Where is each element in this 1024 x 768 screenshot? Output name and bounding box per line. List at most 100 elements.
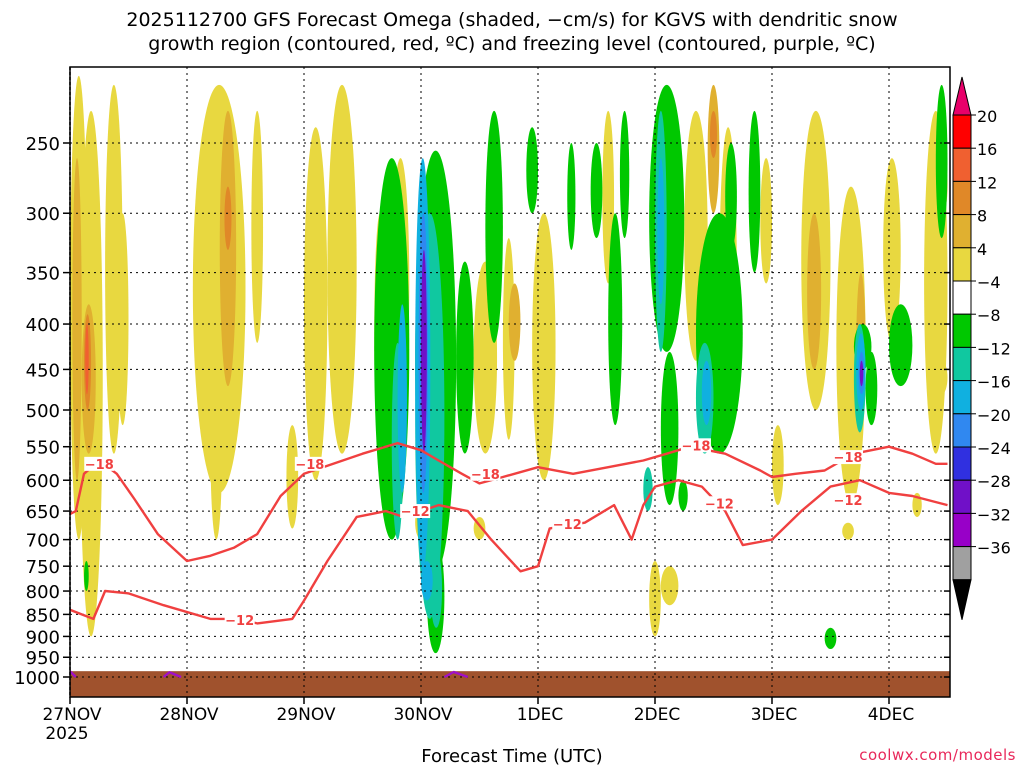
dgz-contour-line (70, 479, 948, 625)
y-tick-label: 1000 (14, 668, 60, 689)
colorbar-arrow-bottom (952, 579, 972, 620)
sinking-shade (224, 186, 232, 250)
rising-shade (590, 143, 603, 239)
sinking-shade (883, 158, 901, 343)
colorbar-tick-label: 16 (977, 140, 997, 159)
y-tick-label: 900 (26, 627, 60, 648)
sinking-shade (116, 213, 129, 426)
sinking-shade (251, 110, 264, 343)
contour-label-bg (680, 438, 711, 453)
freezing-level-contour-line (443, 670, 469, 679)
colorbar-tick-label: −28 (977, 472, 1011, 491)
contour-label: −18 (681, 439, 710, 454)
colorbar-tick-label: −32 (977, 505, 1011, 524)
rising-shade (660, 351, 679, 506)
y-tick-label: 600 (26, 471, 60, 492)
contour-label: −12 (705, 497, 734, 512)
rising-shade (608, 213, 623, 426)
colorbar-tick-label: 8 (977, 207, 987, 226)
colorbar-tick-label: −16 (977, 373, 1011, 392)
rising-shade (567, 143, 576, 250)
rising-shade (824, 627, 837, 650)
colorbar-swatch (952, 180, 972, 216)
rising-shade (865, 351, 878, 426)
colorbar-tick-label: −20 (977, 406, 1011, 425)
chart-title-line-1: 2025112700 GFS Forecast Omega (shaded, −… (126, 9, 898, 31)
rising-shade (701, 360, 712, 426)
y-tick-label: 500 (26, 401, 60, 422)
y-tick-label: 750 (26, 557, 60, 578)
rising-shade (725, 143, 737, 250)
contour-label-bg (470, 466, 501, 481)
sinking-shade (508, 283, 521, 361)
contour-label-bg (400, 504, 431, 519)
y-tick-label: 850 (26, 605, 60, 626)
contour-layer: −18 −18 −18 −18 −18 −12 −12 −12 −12 −12 (70, 438, 948, 679)
sinking-shade (842, 522, 854, 540)
colorbar-swatch (952, 147, 972, 182)
x-tick-label: 27NOV (42, 705, 101, 725)
axes-layer: 2503003504004505005506006507007508008509… (14, 66, 951, 744)
rising-shade (649, 84, 685, 352)
y-tick-label: 650 (26, 502, 60, 523)
dgz-contour-line (70, 442, 948, 563)
contour-label-bg (704, 496, 735, 511)
sinking-shade (760, 158, 773, 284)
x-tick-label: 2DEC (634, 705, 681, 725)
below-ground-band (70, 671, 950, 697)
contour-label: −18 (834, 451, 863, 466)
rising-shade (430, 550, 443, 628)
rising-shade (397, 304, 407, 493)
sinking-shade (772, 425, 784, 506)
y-tick-label: 800 (26, 582, 60, 603)
rising-shade (485, 110, 503, 343)
x-tick-label: 3DEC (751, 705, 798, 725)
rising-shade (619, 110, 630, 239)
colorbar-arrow-top (952, 76, 972, 116)
colorbar-tick-label: −36 (977, 539, 1011, 558)
y-tick-label: 350 (26, 264, 60, 285)
rising-shade (526, 127, 539, 214)
rising-shade (456, 261, 474, 454)
contour-label-bg (552, 516, 583, 531)
y-tick-label: 250 (26, 134, 60, 155)
x-axis-label: Forecast Time (UTC) (421, 746, 603, 767)
sinking-shade (532, 213, 556, 481)
contour-label-bg (833, 450, 864, 465)
y-tick-label: 300 (26, 204, 60, 225)
colorbar-tick-label: 4 (977, 240, 987, 259)
sinking-shade (709, 110, 718, 159)
rising-shade (421, 249, 427, 454)
colorbar-swatch (952, 512, 972, 548)
sinking-shade (807, 213, 822, 370)
colorbar-tick-label: −8 (977, 306, 1001, 325)
rising-shade (84, 561, 89, 592)
colorbar: 20 16 12 8 4 −4 −8 −12 −16 −20 −24 −28 −32 −36 (952, 76, 1011, 620)
contour-label: −18 (85, 458, 114, 473)
colorbar-tick-label: −12 (977, 339, 1011, 358)
contour-label-bg (84, 456, 115, 471)
x-tick-label: 1DEC (517, 705, 564, 725)
sinking-shade (327, 84, 357, 454)
colorbar-swatch (952, 446, 972, 481)
contour-label: −12 (834, 494, 863, 509)
x-tick-label: 30NOV (393, 705, 452, 725)
x-tick-sublabel: 2025 (45, 724, 88, 744)
x-tick-label: 29NOV (276, 705, 335, 725)
credit-text: coolwx.com/models (859, 746, 1016, 764)
sinking-shade (935, 360, 948, 395)
contour-label: −12 (225, 614, 254, 629)
x-tick-label: 4DEC (868, 705, 915, 725)
rising-shade (421, 561, 433, 601)
colorbar-swatch (952, 380, 972, 415)
chart-title-line-2: growth region (contoured, red, ºC) and f… (148, 33, 876, 55)
colorbar-tick-label: −4 (977, 273, 1001, 292)
colorbar-swatch (952, 114, 972, 149)
sinking-shade (660, 566, 679, 606)
colorbar-tick-label: 20 (977, 107, 997, 126)
colorbar-swatch (952, 280, 972, 315)
x-tick-label: 28NOV (159, 705, 218, 725)
colorbar-swatch (952, 214, 972, 249)
colorbar-tick-label: −24 (977, 439, 1011, 458)
sinking-shade (286, 425, 299, 529)
